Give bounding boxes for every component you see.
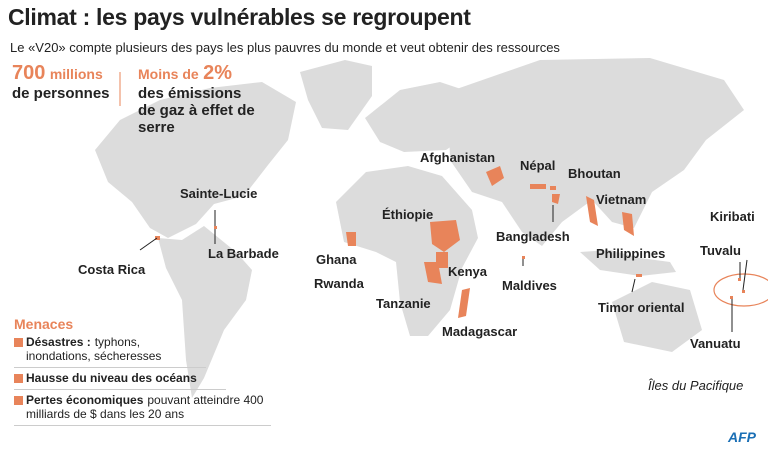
- title: Climat : les pays vulnérables se regroup…: [8, 4, 471, 30]
- country-label: Maldives: [502, 278, 557, 293]
- stat-text: de personnes: [12, 85, 110, 102]
- threat-bold: Pertes économiques: [26, 393, 144, 407]
- country-label: Kiribati: [710, 209, 755, 224]
- country-shape: [155, 236, 160, 240]
- country-shape: [636, 274, 642, 277]
- country-label: Timor oriental: [598, 300, 685, 315]
- australia: [612, 282, 702, 352]
- credit: AFP: [728, 429, 756, 445]
- country-label: La Barbade: [208, 246, 279, 261]
- stat-unit: millions: [49, 66, 103, 82]
- country-shape: [550, 186, 556, 190]
- country-shape: [730, 296, 733, 299]
- country-shape: [522, 256, 525, 259]
- south-america: [158, 226, 252, 398]
- highlighted-countries: [155, 166, 745, 318]
- country-label: Bhoutan: [568, 166, 621, 181]
- country-shape: [346, 232, 356, 246]
- subtitle: Le «V20» compte plusieurs des pays les p…: [10, 40, 560, 55]
- greenland: [300, 60, 372, 130]
- country-shape: [486, 166, 504, 186]
- country-shape: [458, 288, 470, 318]
- threats: Menaces Désastres : typhons, inondations,…: [14, 316, 271, 426]
- country-label: Kenya: [448, 264, 488, 279]
- region-label: Îles du Pacifique: [648, 378, 744, 393]
- stat: Moins de 2% des émissions de gaz à effet…: [138, 62, 256, 136]
- country-shape: [552, 194, 560, 204]
- country-shape: [530, 184, 546, 189]
- pacific-circle: [713, 273, 768, 307]
- leader-lines: [119, 72, 748, 332]
- country-shape: [742, 290, 745, 293]
- country-shape: [430, 220, 460, 252]
- country-label: Éthiopie: [382, 207, 434, 222]
- threat-text: pouvant atteindre 400 milliards de $ dan…: [26, 393, 264, 421]
- country-label: Vanuatu: [690, 336, 741, 351]
- stat-text: des émissions de gaz à effet de serre: [138, 85, 255, 136]
- country-shape: [436, 252, 448, 268]
- asia: [448, 58, 744, 246]
- country-label: Ghana: [316, 252, 357, 267]
- country-shape: [622, 212, 634, 236]
- stat-figure: 2%: [203, 62, 233, 84]
- country-label: Madagascar: [442, 324, 518, 339]
- country-label: Népal: [520, 158, 556, 173]
- stat: 700 millions de personnes: [12, 62, 110, 102]
- country-shape: [586, 196, 598, 226]
- country-label: Sainte-Lucie: [180, 186, 258, 201]
- country-shape: [214, 226, 217, 229]
- threat-item: Pertes économiques pouvant atteindre 400 …: [14, 393, 271, 426]
- threats-heading: Menaces: [14, 316, 74, 332]
- country-label: Afghanistan: [420, 150, 496, 165]
- threat-bold: Hausse du niveau des océans: [26, 371, 197, 385]
- continents: [95, 58, 744, 398]
- country-shape: [738, 278, 741, 281]
- threat-bold: Désastres :: [26, 335, 91, 349]
- north-america: [95, 82, 296, 238]
- threat-item: Désastres : typhons, inondations, séchere…: [14, 335, 206, 368]
- threat-item: Hausse du niveau des océans: [14, 371, 226, 390]
- country-shape: [424, 262, 442, 284]
- stat-prefix: Moins de: [138, 66, 199, 82]
- country-label: Bangladesh: [496, 229, 570, 244]
- country-label: Vietnam: [596, 192, 647, 207]
- country-label: Tuvalu: [700, 243, 741, 258]
- indonesia: [580, 250, 676, 276]
- threat-text: typhons, inondations, sécheresses: [26, 335, 162, 363]
- country-label: Rwanda: [314, 276, 364, 291]
- stat-figure: 700: [12, 62, 46, 84]
- africa: [336, 166, 478, 336]
- country-label: Philippines: [596, 246, 666, 261]
- country-label: Costa Rica: [78, 262, 146, 277]
- country-label: Tanzanie: [376, 296, 431, 311]
